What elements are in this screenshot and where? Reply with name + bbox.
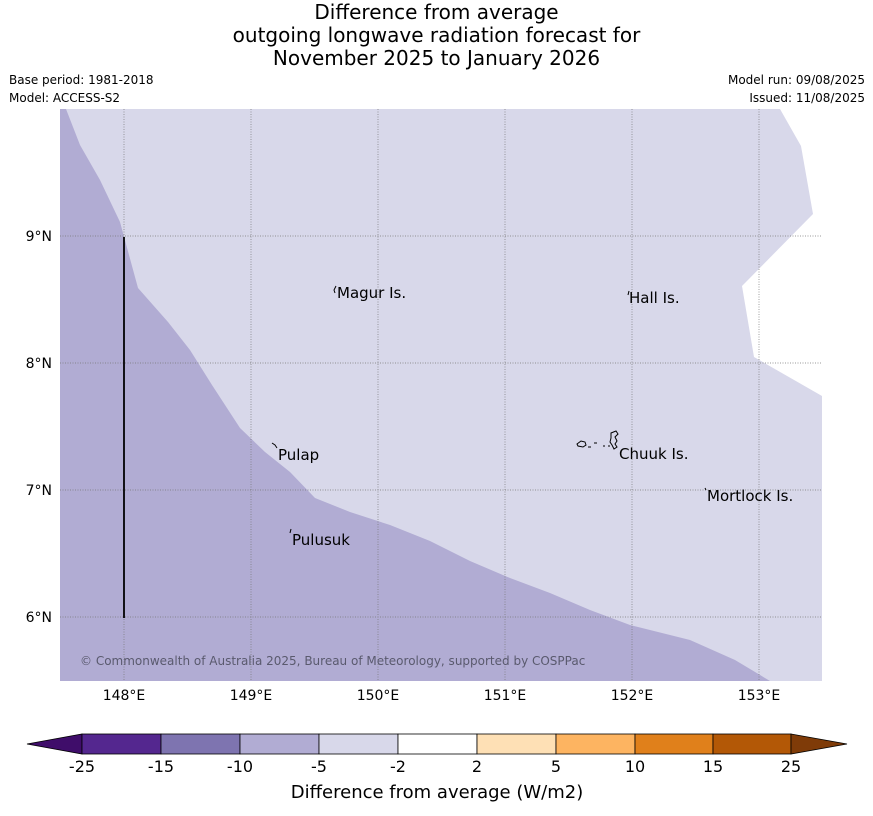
colorbar-extend-low: [26, 733, 83, 755]
colorbar-ticks: -25 -15 -10 -5 -2 2 5 10 15 25: [69, 757, 801, 776]
colorbar-tick-label: -2: [390, 757, 406, 776]
lon-tick-label: 149°E: [230, 688, 273, 704]
island-chuuk: [576, 430, 619, 450]
colorbar-tick-label: -15: [148, 757, 174, 776]
colorbar-tick-label: -25: [69, 757, 95, 776]
colorbar-segment: [634, 733, 714, 755]
region-white: [742, 109, 822, 396]
colorbar-segment: [160, 733, 241, 755]
model-text: Model: ACCESS-S2: [9, 91, 121, 105]
lat-axis: 9°N 8°N 7°N 6°N: [26, 229, 52, 626]
colorbar-tick-label: 5: [551, 757, 561, 776]
meta-left: Base period: 1981-2018 Model: ACCESS-S2: [9, 71, 154, 107]
place-label-magur: Magur Is.: [337, 284, 406, 302]
colorbar-tick-label: 10: [625, 757, 645, 776]
region-medium-purple: [60, 109, 770, 681]
colorbar: -25 -15 -10 -5 -2 2 5 10 15 25 Differenc…: [26, 733, 848, 803]
colorbar-segment: [239, 733, 320, 755]
place-label-pulap: Pulap: [278, 446, 319, 464]
colorbar-title: Difference from average (W/m2): [291, 782, 583, 803]
colorbar-segment: [712, 733, 792, 755]
island-outlines: [271, 285, 707, 534]
colorbar-segment: [476, 733, 557, 755]
lat-tick-label: 8°N: [26, 356, 52, 372]
colorbar-tick-label: 25: [781, 757, 801, 776]
place-label-mortlock: Mortlock Is.: [707, 487, 793, 505]
place-label-hall: Hall Is.: [629, 289, 680, 307]
colorbar-tick-label: 2: [472, 757, 482, 776]
map-panel: Magur Is. Hall Is. Pulap Chuuk Is. Mortl…: [60, 109, 822, 681]
title-line-1: Difference from average: [314, 0, 559, 24]
lon-tick-label: 153°E: [738, 688, 781, 704]
place-label-chuuk: Chuuk Is.: [619, 445, 688, 463]
lon-tick-label: 151°E: [484, 688, 527, 704]
title-line-2: outgoing longwave radiation forecast for: [232, 23, 641, 47]
colorbar-tick-label: -5: [311, 757, 327, 776]
meta-right: Model run: 09/08/2025 Issued: 11/08/2025: [728, 71, 865, 107]
island-hall: [627, 290, 630, 296]
colorbar-segment: [81, 733, 162, 755]
base-period-text: Base period: 1981-2018: [9, 73, 154, 87]
lat-tick-label: 7°N: [26, 483, 52, 499]
colorbar-segment: [555, 733, 636, 755]
island-mortlock: [704, 487, 707, 491]
model-run-text: Model run: 09/08/2025: [727, 73, 865, 87]
lon-tick-label: 152°E: [611, 688, 654, 704]
lon-tick-label: 148°E: [103, 688, 146, 704]
colorbar-segment: [318, 733, 399, 755]
issued-text: Issued: 11/08/2025: [749, 91, 865, 105]
lat-tick-label: 9°N: [26, 229, 52, 245]
colorbar-tick-label: 15: [703, 757, 723, 776]
colorbar-tick-label: -10: [227, 757, 253, 776]
colorbar-segment: [397, 733, 478, 755]
place-label-pulusuk: Pulusuk: [292, 531, 350, 549]
place-labels: Magur Is. Hall Is. Pulap Chuuk Is. Mortl…: [278, 284, 793, 549]
island-magur: [333, 285, 337, 294]
island-pulusuk: [289, 528, 292, 534]
lon-tick-label: 150°E: [357, 688, 400, 704]
lon-axis: 148°E 149°E 150°E 151°E 152°E 153°E: [103, 688, 781, 704]
copyright-text: © Commonwealth of Australia 2025, Bureau…: [80, 654, 585, 668]
colorbar-extend-high: [790, 733, 848, 755]
lat-tick-label: 6°N: [26, 610, 52, 626]
island-pulap: [271, 442, 278, 449]
title-line-3: November 2025 to January 2026: [272, 46, 601, 70]
